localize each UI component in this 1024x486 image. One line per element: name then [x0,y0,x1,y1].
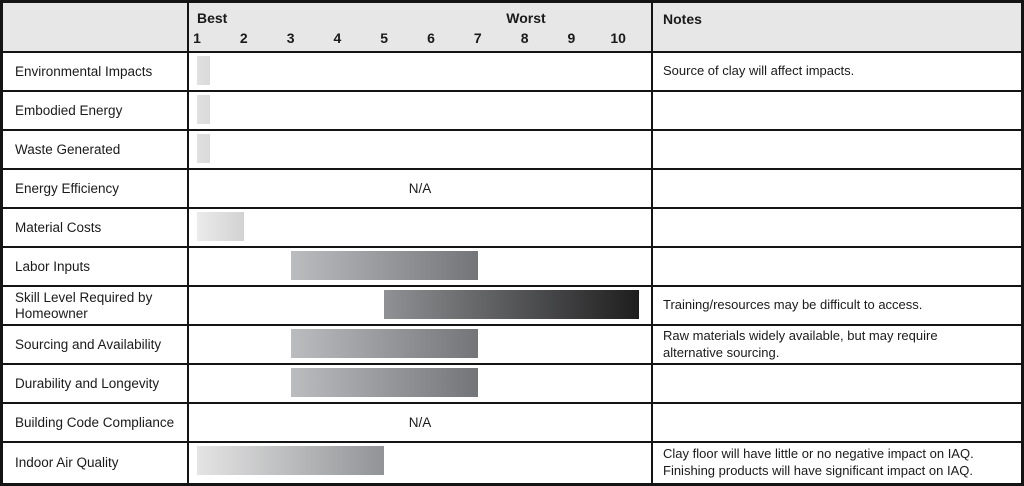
rating-cell: N/A [187,404,651,441]
table-row: Skill Level Required by Homeowner Trainin… [3,285,1021,324]
row-label: Energy Efficiency [15,180,120,196]
scale-tick: 5 [380,30,389,46]
table-row: Sourcing and Availability Raw materials w… [3,324,1021,363]
rating-bar [197,134,210,163]
rating-cell: N/A [187,170,651,207]
rating-cell [187,287,651,324]
rating-cell [187,443,651,483]
rating-cell [187,53,651,90]
row-label: Skill Level Required by Homeowner [15,289,153,321]
table-row: Embodied Energy [3,90,1021,129]
rating-cell [187,326,651,363]
worst-label: Worst [506,10,546,26]
note-cell [651,131,1021,168]
rating-cell [187,248,651,285]
notes-header: Notes [651,3,1021,51]
rating-bar [197,446,385,475]
row-label: Indoor Air Quality [15,455,119,471]
row-label: Environmental Impacts [15,63,153,79]
scale-tick: 6 [427,30,435,46]
scale-tick: 3 [286,30,295,46]
na-value: N/A [408,415,432,430]
note-cell [651,365,1021,402]
scale-header: Best Worst 1 2 3 4 5 6 7 8 9 10 [187,3,651,51]
corner-cell [3,3,187,51]
note-cell: Clay floor will have little or no negati… [651,443,1021,483]
row-label: Waste Generated [15,141,121,157]
scale-tick: 10 [610,30,626,46]
table-row: Indoor Air Quality Clay floor will have l… [3,441,1021,483]
row-label: Durability and Longevity [15,375,160,391]
scale-tick: 8 [520,30,529,46]
rating-bar [290,329,478,358]
table-row: Labor Inputs [3,246,1021,285]
scale-tick: 2 [239,30,248,46]
scale-tick: 7 [473,30,482,46]
rating-bar [290,251,478,280]
note-cell: Source of clay will affect impacts. [651,53,1021,90]
row-label: Building Code Compliance [15,414,175,430]
row-label: Sourcing and Availability [15,336,162,352]
row-label: Labor Inputs [15,258,91,274]
rating-cell [187,209,651,246]
table-row: Energy Efficiency N/A [3,168,1021,207]
row-label: Material Costs [15,219,102,235]
row-label: Embodied Energy [15,102,123,118]
best-label: Best [197,10,228,26]
table-row: Material Costs [3,207,1021,246]
note-cell [651,92,1021,129]
rating-cell [187,365,651,402]
scale-tick: 4 [333,30,342,46]
na-value: N/A [408,181,432,196]
note-cell [651,248,1021,285]
rating-cell [187,92,651,129]
table-row: Environmental Impacts Source of clay will… [3,51,1021,90]
note-cell [651,170,1021,207]
rating-bar [290,368,478,397]
rating-bar [384,290,639,319]
note-cell [651,209,1021,246]
note-cell: Training/resources may be difficult to a… [651,287,1021,324]
rating-bar [197,56,210,85]
table-row: Durability and Longevity [3,363,1021,402]
scale-tick: 1 [193,30,201,46]
scale-tick: 9 [567,30,576,46]
note-cell: Raw materials widely available, but may … [651,326,1021,363]
table-row: Building Code Compliance N/A [3,402,1021,441]
rating-cell [187,131,651,168]
rating-bar [197,212,244,241]
table-row: Waste Generated [3,129,1021,168]
note-cell [651,404,1021,441]
header-row: Best Worst 1 2 3 4 5 6 7 8 9 10 Notes [3,3,1021,51]
rating-bar [197,95,210,124]
